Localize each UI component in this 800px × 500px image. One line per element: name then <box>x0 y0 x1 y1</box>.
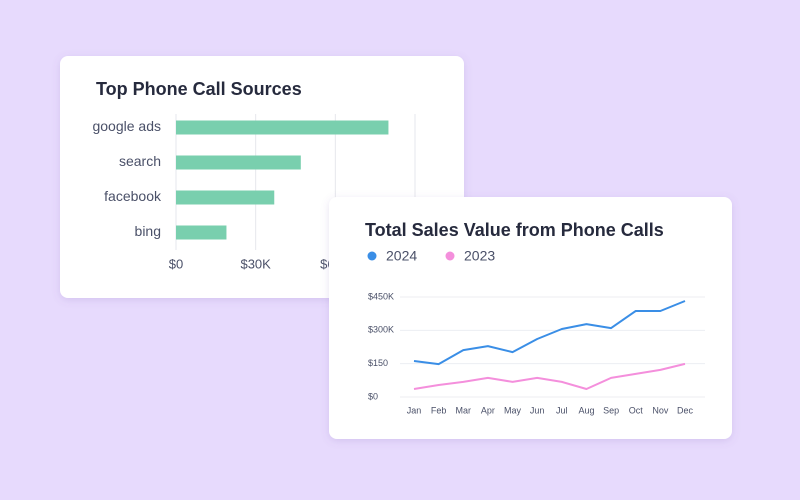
y-tick-label: facebook <box>104 188 162 204</box>
chart-title: Top Phone Call Sources <box>96 79 302 99</box>
x-tick-label: Apr <box>481 405 495 415</box>
x-tick-label: May <box>504 405 522 415</box>
bar <box>176 120 389 135</box>
card: Total Sales Value from Phone Calls $0 $15… <box>329 197 732 439</box>
bar <box>176 190 275 205</box>
x-tick-label: Jan <box>407 405 422 415</box>
legend-label: 2023 <box>464 248 495 264</box>
x-tick-label: Feb <box>431 405 447 415</box>
x-tick-label: Nov <box>652 405 669 415</box>
y-tick-label: $0 <box>368 391 378 401</box>
y-tick-label: google ads <box>92 118 161 134</box>
x-tick-label: $30K <box>240 256 271 271</box>
x-tick-label: Dec <box>677 405 694 415</box>
x-tick-label: Mar <box>456 405 472 415</box>
legend-marker <box>367 251 377 261</box>
y-tick-label: search <box>119 153 161 169</box>
x-tick-label: Sep <box>603 405 619 415</box>
bar <box>176 155 301 170</box>
y-tick-label: $150 <box>368 358 388 368</box>
legend-label: 2024 <box>386 248 417 264</box>
x-tick-label: $0 <box>169 256 183 271</box>
x-tick-label: Oct <box>629 405 644 415</box>
line-series <box>413 300 686 366</box>
card-background <box>329 197 732 439</box>
y-tick-label: $300K <box>368 325 394 335</box>
x-tick-label: Jul <box>556 405 568 415</box>
bar <box>176 225 227 240</box>
legend-marker <box>445 251 455 261</box>
line-series <box>413 362 686 390</box>
x-tick-label: Aug <box>578 405 594 415</box>
y-tick-label: $450K <box>368 291 394 301</box>
chart-title: Total Sales Value from Phone Calls <box>365 220 664 240</box>
y-tick-label: bing <box>135 223 161 239</box>
x-tick-label: Jun <box>530 405 545 415</box>
